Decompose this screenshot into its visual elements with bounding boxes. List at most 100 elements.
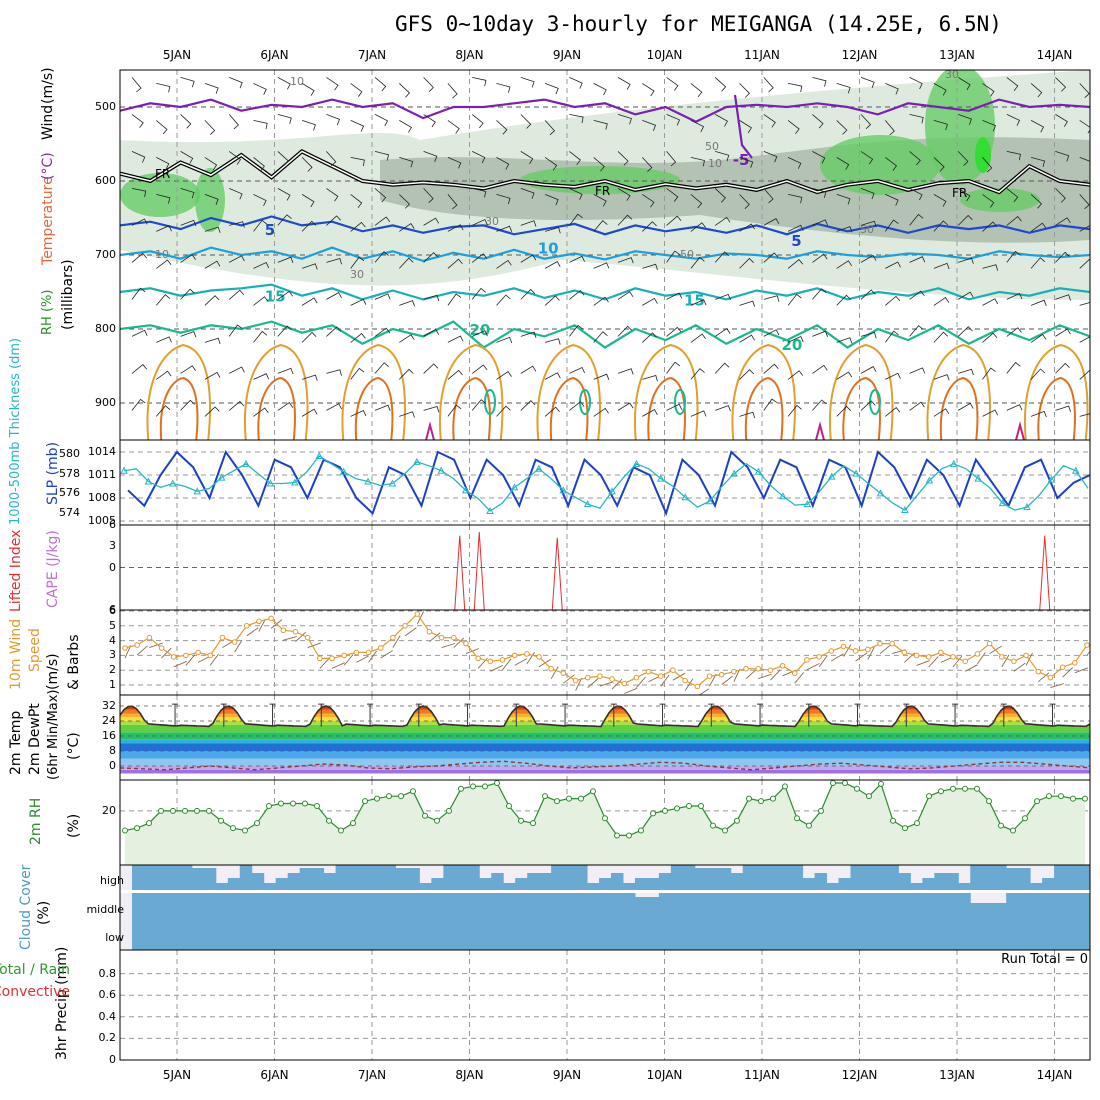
cloud-bar-high	[670, 865, 684, 890]
wind-barb	[1055, 114, 1068, 127]
cloud-bar-midlow	[443, 893, 456, 950]
wind-barb	[1006, 114, 1021, 126]
rh-point	[722, 827, 728, 834]
wind-barb	[544, 157, 558, 171]
isotherm-label: 15	[684, 291, 705, 309]
wind-barb	[593, 262, 610, 269]
wind-barb	[739, 120, 752, 134]
temperature-unit-label: (°C)	[40, 152, 56, 180]
wind-barb	[447, 224, 464, 232]
isotherm-fr-inner	[120, 150, 1090, 193]
wind-barb	[350, 298, 367, 306]
wind-speed-point	[584, 674, 591, 681]
wind10-barb	[684, 678, 694, 691]
cloud-bar-midlow	[132, 893, 145, 950]
wind10-barb	[185, 654, 196, 666]
cloud-bar-midlow	[838, 893, 851, 950]
cloud-bar-high	[611, 873, 624, 890]
wind10-barb	[1074, 667, 1089, 674]
warm-contour-inner	[452, 376, 491, 440]
wind-barb	[228, 400, 245, 411]
precip-convective-label: Convective	[0, 984, 70, 1000]
wind-barb	[787, 370, 804, 380]
tick-label: 5	[109, 618, 116, 632]
wind-barb	[204, 120, 216, 135]
wind-barb	[399, 368, 414, 380]
wind-barb	[1079, 83, 1090, 98]
rh-point	[410, 788, 416, 795]
rh-point	[902, 825, 908, 832]
wind-barb	[860, 220, 877, 228]
rh-point	[530, 820, 536, 827]
wind-speed-point	[950, 654, 956, 660]
wind-barb	[1030, 120, 1045, 133]
wind10-barb	[392, 635, 401, 648]
wind-barb	[909, 77, 923, 90]
wind-barb	[909, 151, 921, 166]
cloud-bar-midlow	[359, 893, 372, 950]
rh-point	[326, 817, 332, 824]
wind-barb	[957, 402, 974, 411]
wind-barb	[301, 157, 313, 172]
freezing-label: FR	[595, 184, 610, 198]
wind-barb	[180, 399, 195, 411]
warm-contour-inner	[939, 376, 979, 440]
wind-barb	[520, 188, 535, 199]
cloud-bar-midlow	[634, 897, 648, 950]
warm-contour-outer	[1023, 343, 1089, 440]
tick-label: 20	[102, 803, 116, 817]
rh-point	[866, 793, 872, 800]
freezing-label: FR	[155, 167, 170, 181]
warm-contour-inner	[257, 376, 296, 440]
cloud-bar-midlow	[383, 893, 396, 950]
rh-point	[242, 827, 248, 834]
wind-speed-point	[597, 673, 603, 679]
wind-barb	[180, 365, 196, 374]
wind-barb	[423, 363, 439, 374]
wind-speed-point	[633, 674, 640, 681]
wind-barb	[204, 295, 220, 306]
rh-contour-label: 50	[860, 223, 874, 236]
wind-barb	[1006, 188, 1019, 203]
wind-barb	[860, 114, 872, 129]
isotherm-label: 20	[470, 321, 491, 339]
wind-barb	[1055, 362, 1070, 374]
tick-label: 16	[102, 729, 116, 742]
wind-barb	[714, 362, 730, 374]
rh-contour-label: 50	[705, 140, 719, 153]
cloud-bar-midlow	[1054, 893, 1067, 950]
rh-point	[590, 788, 596, 795]
wind-barb	[885, 407, 901, 417]
wind-barb	[447, 157, 462, 169]
cloud-bar-high	[179, 865, 193, 890]
rh-point	[698, 802, 704, 809]
wind10-barb	[526, 652, 536, 665]
panel-frame	[119, 949, 1091, 1061]
wind-barb	[933, 374, 950, 381]
wind-barb	[763, 77, 774, 93]
wind-barb	[253, 330, 268, 343]
date-label: 14JAN	[1036, 1068, 1073, 1082]
tick-label: 1005	[88, 514, 116, 527]
hot-contour	[425, 421, 435, 440]
wind-speed-point	[487, 658, 494, 665]
cloud-bar-high	[694, 868, 708, 890]
cloud-bar-midlow	[503, 893, 516, 950]
wind-speed-point	[974, 651, 981, 657]
wind-barb	[301, 194, 315, 208]
wind-barb	[301, 374, 318, 381]
rh-point	[950, 785, 956, 792]
wind-barb	[399, 334, 415, 343]
wind-barb	[374, 362, 389, 374]
wind10-barb	[209, 653, 219, 666]
rh-point	[470, 783, 476, 790]
wind-barb	[301, 220, 317, 232]
tick-label: 4	[109, 633, 116, 647]
cloud-bar-midlow	[491, 893, 504, 950]
wind-barb	[423, 406, 440, 413]
wind-barb	[763, 398, 778, 411]
wind-barb	[715, 151, 730, 162]
wind-barb	[520, 331, 537, 338]
wind-barb	[1030, 83, 1043, 98]
rh-point	[362, 798, 368, 805]
